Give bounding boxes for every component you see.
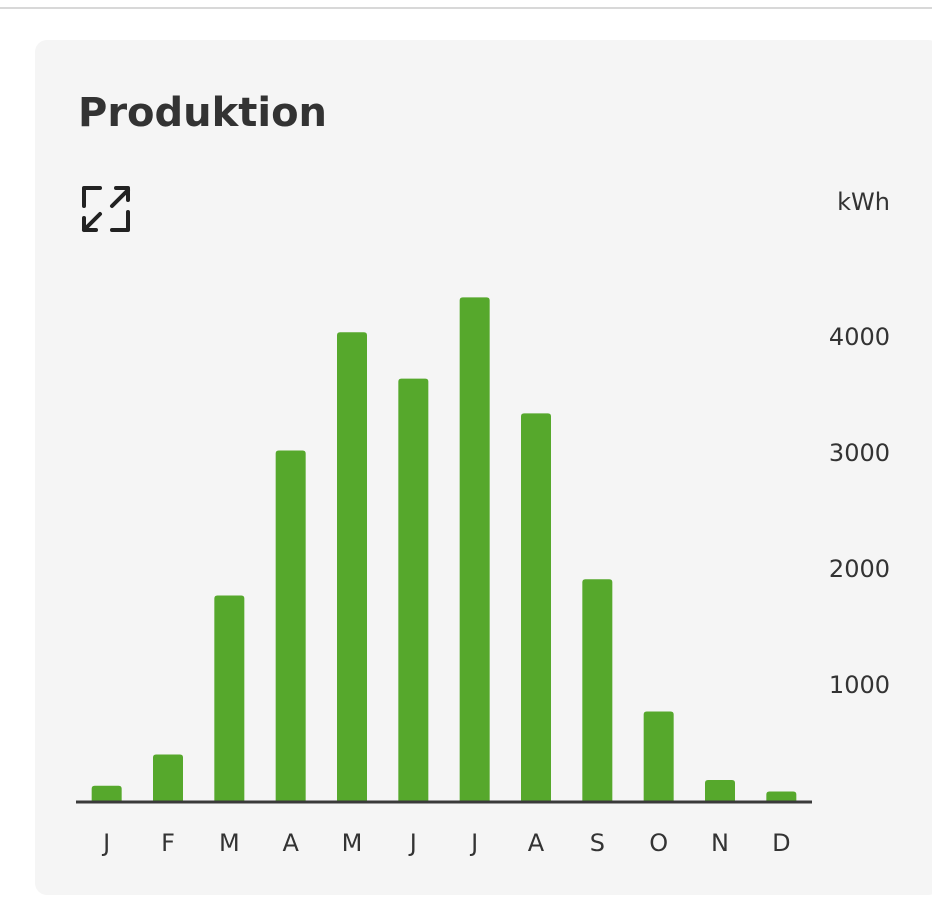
y-axis-unit: kWh bbox=[837, 188, 890, 216]
x-tick-label: A bbox=[528, 829, 545, 857]
expand-button[interactable] bbox=[82, 186, 130, 232]
x-tick-label: M bbox=[219, 829, 240, 857]
bar bbox=[705, 779, 735, 802]
x-tick-label: J bbox=[101, 829, 110, 857]
x-tick-label: F bbox=[161, 829, 175, 857]
x-tick-label: A bbox=[282, 829, 299, 857]
x-tick-label: J bbox=[469, 829, 478, 857]
expand-icon-part bbox=[110, 186, 130, 208]
bar bbox=[643, 711, 674, 802]
y-tick-label: 3000 bbox=[829, 439, 890, 467]
x-tick-label: D bbox=[772, 829, 790, 857]
expand-icon-part bbox=[82, 186, 102, 208]
top-bar bbox=[0, 0, 932, 8]
bar bbox=[91, 785, 122, 802]
y-tick-label: 2000 bbox=[829, 555, 890, 583]
bar bbox=[521, 413, 551, 802]
bar bbox=[337, 332, 367, 802]
bar bbox=[153, 754, 183, 802]
x-tick-label: N bbox=[711, 829, 729, 857]
expand-icon-part bbox=[82, 212, 102, 232]
bar bbox=[398, 378, 429, 802]
x-tick-label: J bbox=[408, 829, 417, 857]
x-tick-label: M bbox=[342, 829, 363, 857]
bar bbox=[766, 791, 797, 802]
bar bbox=[459, 297, 490, 802]
y-tick-label: 1000 bbox=[829, 671, 890, 699]
chart-title: Produktion bbox=[78, 90, 327, 136]
x-tick-label: O bbox=[649, 829, 668, 857]
bar bbox=[275, 450, 306, 802]
y-tick-label: 4000 bbox=[829, 323, 890, 351]
bar bbox=[582, 579, 613, 802]
bar bbox=[214, 595, 245, 802]
expand-icon-part bbox=[110, 210, 130, 232]
x-tick-label: S bbox=[590, 829, 605, 857]
